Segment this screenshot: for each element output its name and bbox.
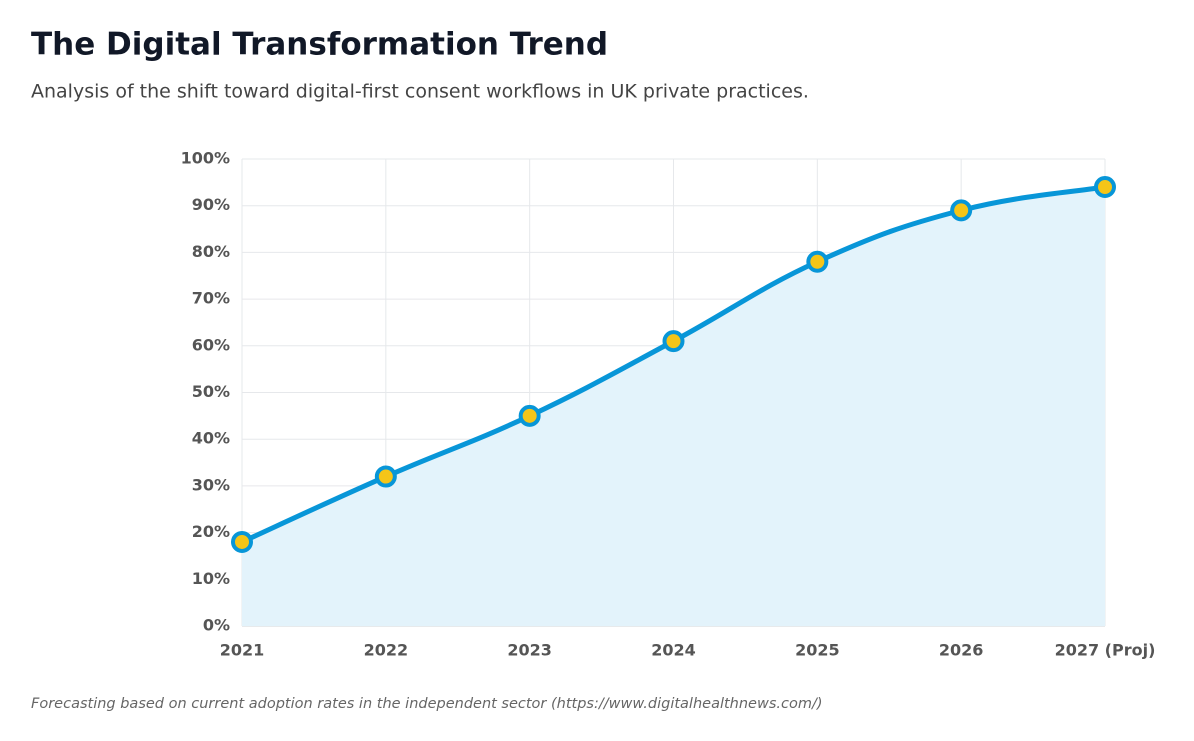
y-tick-label: 30% — [192, 475, 230, 494]
y-tick-label: 80% — [192, 242, 230, 261]
x-tick-label: 2022 — [364, 641, 409, 660]
y-tick-label: 0% — [203, 616, 230, 635]
x-tick-label: 2024 — [651, 641, 696, 660]
x-tick-label: 2025 — [795, 641, 840, 660]
y-tick-label: 10% — [192, 569, 230, 588]
x-tick-label: 2023 — [507, 641, 552, 660]
point — [374, 465, 397, 488]
area — [242, 187, 1105, 626]
y-tick-label: 90% — [192, 195, 230, 214]
point — [1094, 176, 1116, 199]
y-tick-label: 100% — [181, 149, 230, 168]
y-tick-label: 50% — [192, 382, 230, 401]
chart-title: The Digital Transformation Trend — [31, 27, 608, 63]
y-tick-label: 40% — [192, 429, 230, 448]
point — [806, 250, 829, 273]
source-note: Forecasting based on current adoption ra… — [31, 696, 823, 712]
y-tick-label: 60% — [192, 335, 230, 354]
y-tick-label: 70% — [192, 289, 230, 308]
x-tick-label: 2027 (Proj) — [1055, 641, 1156, 660]
point — [518, 404, 541, 427]
point — [662, 330, 685, 353]
x-tick-label: 2026 — [939, 641, 984, 660]
y-tick-label: 20% — [192, 522, 230, 541]
plot — [231, 176, 1116, 626]
chart-subtitle: Analysis of the shift toward digital-fir… — [31, 81, 809, 103]
point — [950, 199, 973, 222]
point — [231, 530, 253, 553]
x-tick-label: 2021 — [220, 641, 265, 660]
